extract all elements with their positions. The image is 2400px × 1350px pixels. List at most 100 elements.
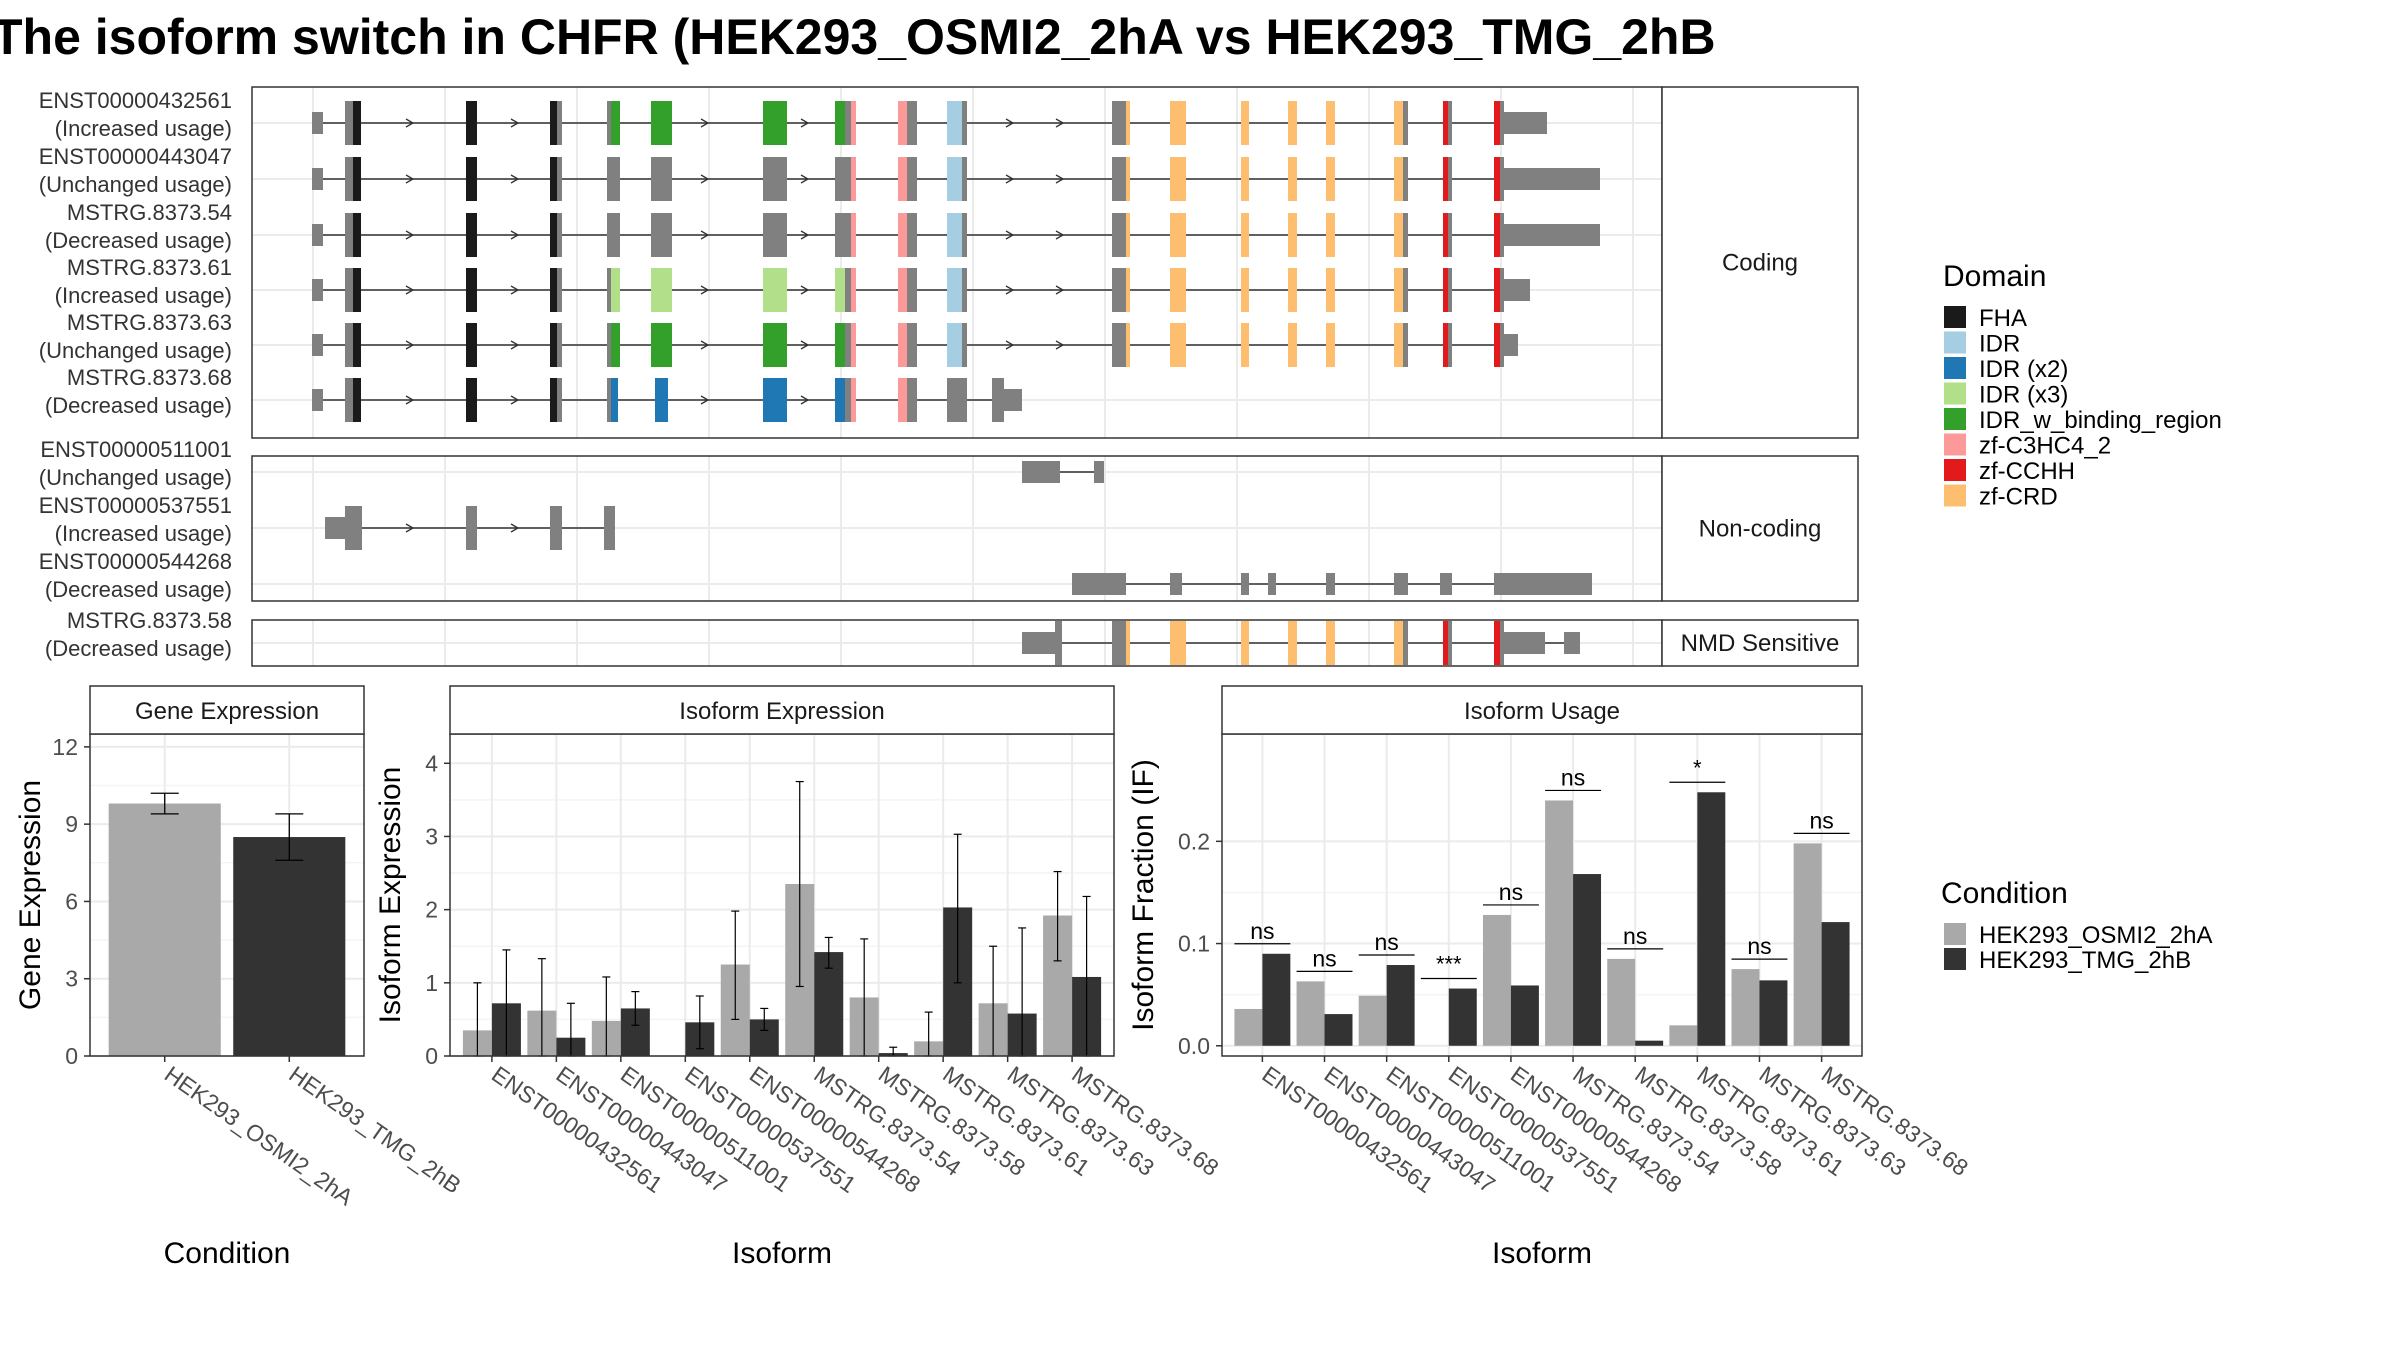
exon bbox=[1326, 573, 1335, 595]
exon bbox=[1268, 573, 1276, 595]
exon bbox=[557, 323, 562, 367]
transcript-row: ENST00000511001 (Unchanged usage) bbox=[39, 437, 1104, 490]
bar bbox=[814, 952, 844, 1056]
exon bbox=[1326, 323, 1335, 367]
domain-legend-label: IDR (x3) bbox=[1979, 382, 2068, 409]
exon bbox=[1326, 101, 1335, 145]
exon bbox=[763, 323, 787, 367]
domain-legend-swatch bbox=[1944, 306, 1966, 328]
exon bbox=[1112, 268, 1126, 312]
exon bbox=[611, 213, 620, 257]
domain-legend-title: Domain bbox=[1943, 260, 2046, 293]
transcript-panel-1: Non-coding ENST00000511001 (Unchanged usag… bbox=[39, 437, 1859, 602]
exon bbox=[607, 378, 611, 422]
transcript-id-label: MSTRG.8373.54 bbox=[67, 200, 232, 225]
exon bbox=[345, 213, 353, 257]
transcript-usage-label: (Decreased usage) bbox=[45, 393, 232, 418]
condition-legend-label: HEK293_TMG_2hB bbox=[1979, 947, 2191, 974]
strip-label: Non-coding bbox=[1699, 516, 1822, 543]
bar bbox=[1731, 969, 1760, 1046]
significance-label: ns bbox=[1623, 923, 1647, 949]
strand-arrow bbox=[700, 340, 710, 350]
exon bbox=[550, 506, 562, 550]
transcript-id-label: ENST00000544268 bbox=[39, 549, 232, 574]
exon bbox=[1326, 621, 1335, 665]
exon bbox=[907, 268, 917, 312]
exon bbox=[851, 323, 856, 367]
exon bbox=[1022, 632, 1055, 654]
exon bbox=[962, 268, 967, 312]
domain-legend-label: zf-CCHH bbox=[1979, 458, 2075, 485]
significance-label: ns bbox=[1375, 929, 1399, 955]
exon bbox=[312, 224, 323, 246]
exon bbox=[1126, 268, 1130, 312]
transcript-id-label: ENST00000511001 bbox=[40, 437, 232, 462]
strand-arrow bbox=[405, 395, 415, 405]
bar bbox=[1386, 965, 1415, 1046]
y-tick-label: 4 bbox=[425, 750, 438, 776]
x-axis-label: Condition bbox=[164, 1237, 291, 1270]
transcript-usage-label: (Increased usage) bbox=[55, 116, 232, 141]
strip-label: Coding bbox=[1722, 250, 1798, 277]
exon bbox=[466, 268, 477, 312]
exon bbox=[1112, 323, 1126, 367]
exon bbox=[312, 168, 323, 190]
strand-arrow bbox=[405, 230, 415, 240]
bar bbox=[1324, 1014, 1353, 1046]
exon bbox=[651, 213, 672, 257]
exon bbox=[1072, 573, 1126, 595]
exon bbox=[898, 323, 907, 367]
significance-label: *** bbox=[1436, 952, 1462, 977]
strand-arrow bbox=[405, 340, 415, 350]
exon bbox=[835, 101, 845, 145]
exon bbox=[1448, 101, 1452, 145]
significance-label: ns bbox=[1747, 933, 1771, 959]
exon bbox=[1126, 621, 1130, 665]
exon bbox=[607, 213, 611, 257]
exon bbox=[611, 101, 620, 145]
strand-arrow bbox=[700, 285, 710, 295]
exon bbox=[835, 323, 845, 367]
bar bbox=[1759, 980, 1788, 1046]
bar bbox=[1793, 843, 1822, 1046]
exon bbox=[1494, 213, 1500, 257]
strand-arrow bbox=[1005, 174, 1015, 184]
exon bbox=[947, 378, 967, 422]
exon bbox=[353, 213, 361, 257]
exon bbox=[1288, 101, 1297, 145]
exon bbox=[611, 268, 620, 312]
transcript-panel-2: NMD Sensitive MSTRG.8373.58 (Decreased usa… bbox=[45, 608, 1859, 667]
exon bbox=[1394, 621, 1403, 665]
exon bbox=[353, 268, 361, 312]
strand-arrow bbox=[510, 285, 520, 295]
chart-title: Gene Expression bbox=[135, 698, 319, 725]
significance-label: ns bbox=[1499, 879, 1523, 905]
exon bbox=[1112, 213, 1126, 257]
exon bbox=[1170, 101, 1186, 145]
exon bbox=[557, 101, 562, 145]
exon bbox=[550, 323, 557, 367]
significance-label: ns bbox=[1312, 945, 1336, 971]
exon bbox=[550, 268, 557, 312]
exon bbox=[1448, 213, 1452, 257]
exon bbox=[962, 157, 967, 201]
exon bbox=[1055, 621, 1062, 665]
exon bbox=[898, 101, 907, 145]
y-tick-label: 0.0 bbox=[1178, 1033, 1210, 1059]
strand-arrow bbox=[510, 118, 520, 128]
strand-arrow bbox=[700, 395, 710, 405]
bar bbox=[108, 803, 221, 1056]
exon bbox=[1288, 621, 1297, 665]
domain-legend-swatch bbox=[1944, 331, 1966, 354]
strand-arrow bbox=[1055, 230, 1065, 240]
strand-arrow bbox=[800, 230, 810, 240]
exon bbox=[345, 157, 353, 201]
strand-arrow bbox=[1005, 340, 1015, 350]
transcript-usage-label: (Increased usage) bbox=[55, 521, 232, 546]
exon bbox=[835, 157, 845, 201]
y-axis-label: Isoform Fraction (IF) bbox=[1127, 759, 1160, 1031]
exon bbox=[1443, 323, 1448, 367]
y-tick-label: 1 bbox=[425, 970, 438, 996]
